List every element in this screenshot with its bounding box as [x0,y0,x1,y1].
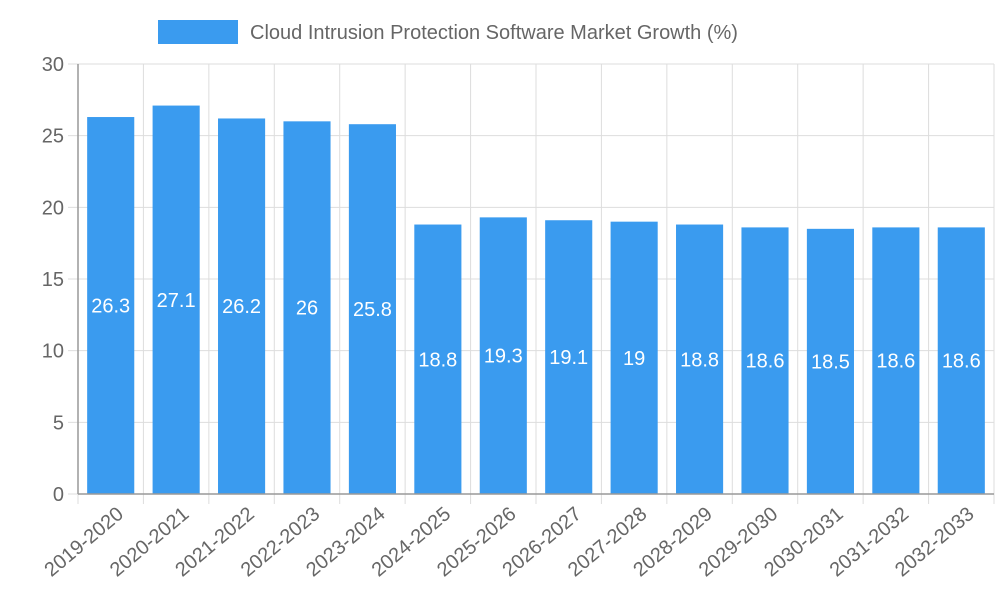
bar-value-label: 18.8 [418,349,457,371]
axes [77,64,994,495]
bar[interactable] [218,118,266,494]
bar-value-label: 18.8 [680,349,719,371]
y-tick-label: 5 [53,412,64,434]
bar[interactable] [87,117,135,495]
bar-value-label: 26.3 [91,296,130,318]
bar-value-label: 25.8 [353,299,392,321]
y-tick-label: 25 [42,126,64,148]
legend-label[interactable]: Cloud Intrusion Protection Software Mark… [250,22,738,44]
bar[interactable] [545,220,593,494]
bar[interactable] [937,227,985,494]
bar-value-label: 19 [623,348,645,370]
bar-value-label: 19.3 [484,346,523,368]
bar-value-label: 18.6 [876,351,915,373]
bar-value-labels: 26.3 27.1 26.2 26 25.8 18.8 19.3 19.1 19 18.8 18.6… [91,290,981,374]
y-tick-label: 0 [53,484,64,506]
legend-swatch[interactable] [158,20,238,44]
bar[interactable] [283,121,331,494]
bar-value-label: 26 [296,298,318,320]
y-tick-label: 10 [42,341,64,363]
x-axis-ticks: 2019-20202020-20212021-20222022-20232023… [41,503,979,581]
y-tick-label: 30 [42,54,64,76]
bar-value-label: 26.2 [222,296,261,318]
bar[interactable] [676,224,724,495]
y-tick-label: 15 [42,269,64,291]
bar-value-label: 18.6 [942,351,981,373]
bars [87,105,985,495]
bar-value-label: 27.1 [157,290,196,312]
bar[interactable] [741,227,789,494]
bar[interactable] [414,224,462,495]
bar[interactable] [152,105,200,495]
bar-value-label: 18.6 [746,351,785,373]
bar-value-label: 18.5 [811,351,850,373]
bar[interactable] [806,228,854,495]
y-tick-label: 20 [42,197,64,219]
legend[interactable]: Cloud Intrusion Protection Software Mark… [158,20,738,44]
bar-value-label: 19.1 [549,347,588,369]
gridlines [77,63,995,504]
bar[interactable] [479,217,527,494]
bar[interactable] [348,124,396,494]
y-axis-ticks: 0 5 10 15 20 25 30 [42,54,78,506]
bar[interactable] [610,221,658,494]
bar[interactable] [872,227,920,494]
